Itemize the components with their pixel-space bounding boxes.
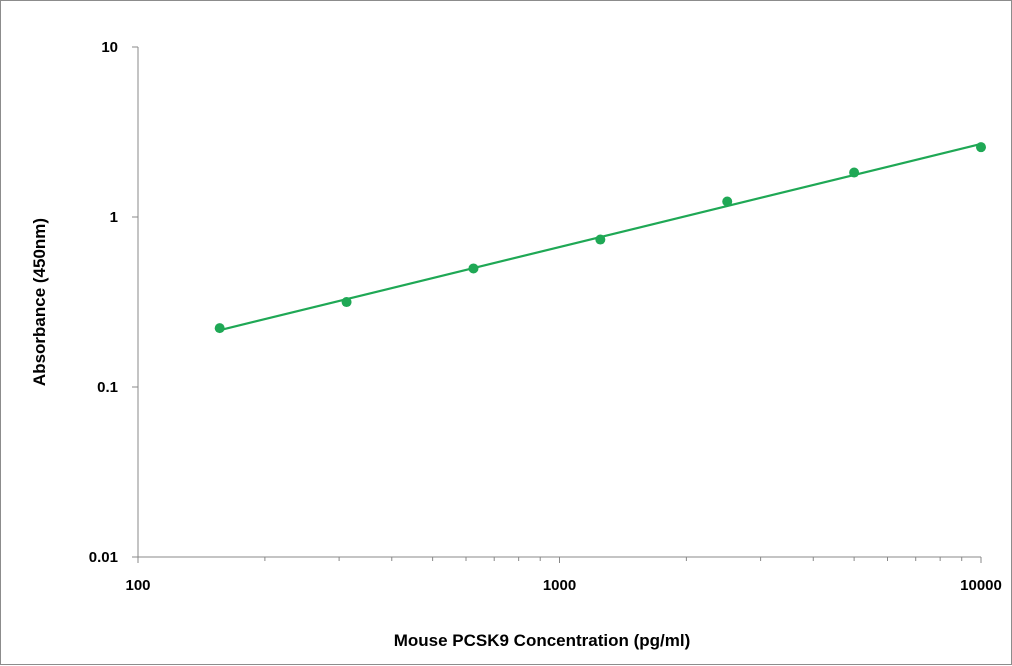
data-point [849, 167, 860, 178]
data-point [976, 142, 986, 153]
data-point [468, 263, 479, 274]
points-group [214, 142, 986, 334]
axes [137, 47, 981, 558]
x-tick-label: 10000 [960, 577, 1002, 594]
tick-labels: 0.01 0.1 1 10 100 1000 10000 [89, 39, 1002, 594]
ticks [132, 46, 982, 563]
x-tick-label: 1000 [543, 577, 576, 594]
data-point [341, 297, 352, 308]
x-tick-label: 100 [125, 577, 150, 594]
y-tick-label: 1 [110, 209, 118, 226]
x-axis-title: Mouse PCSK9 Concentration (pg/ml) [394, 631, 691, 650]
data-point [595, 234, 606, 245]
y-tick-label: 0.01 [89, 549, 118, 566]
y-tick-label: 0.1 [97, 379, 118, 396]
y-tick-label: 10 [101, 39, 118, 56]
data-point [722, 196, 733, 207]
data-point [214, 323, 225, 334]
y-axis-title: Absorbance (450nm) [30, 218, 49, 386]
